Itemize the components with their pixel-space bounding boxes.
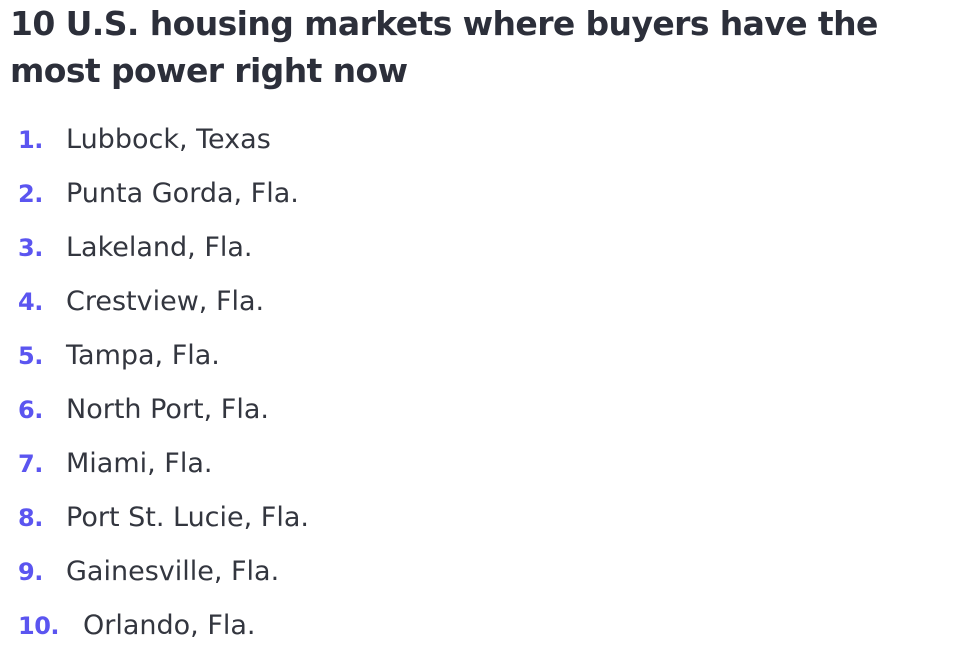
city-name: Lakeland, Fla. [66,232,253,263]
list-number: 1. [18,126,43,154]
list-number: 5. [18,342,43,370]
city-name: Crestview, Fla. [66,286,265,317]
list-number: 6. [18,396,43,424]
city-name: Miami, Fla. [66,448,213,479]
list-title: 10 U.S. housing markets where buyers hav… [10,4,878,90]
list-number: 4. [18,288,43,316]
list-number: 10. [18,612,60,640]
list-number: 8. [18,504,43,532]
list-number: 3. [18,234,43,262]
city-name: Gainesville, Fla. [66,556,280,587]
city-name: Tampa, Fla. [66,340,220,371]
list-number: 9. [18,558,43,586]
city-name: North Port, Fla. [66,394,269,425]
city-name: Punta Gorda, Fla. [66,178,299,209]
list-number: 7. [18,450,43,478]
city-name: Port St. Lucie, Fla. [66,502,309,533]
city-name: Lubbock, Texas [66,124,271,155]
city-name: Orlando, Fla. [83,610,256,641]
list-number: 2. [18,180,43,208]
